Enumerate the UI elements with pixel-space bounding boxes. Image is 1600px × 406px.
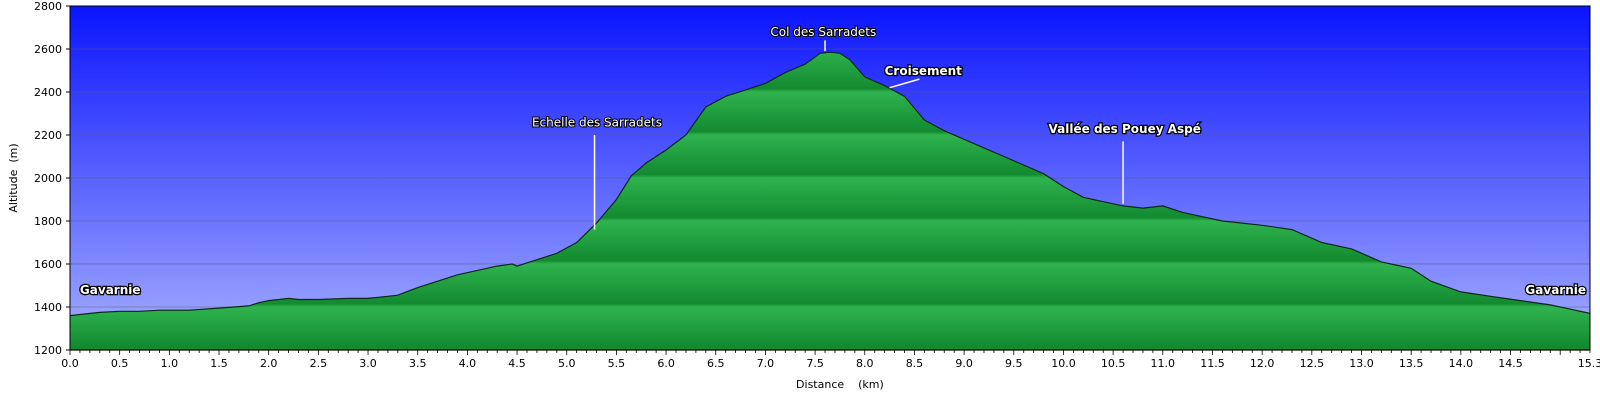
x-tick-label: 0.5 (111, 357, 129, 370)
y-tick-label: 2800 (34, 0, 62, 13)
y-tick-label: 1400 (34, 301, 62, 314)
x-tick-label: 3.0 (359, 357, 377, 370)
x-tick-label: 7.5 (806, 357, 824, 370)
x-tick-label: 14.0 (1449, 357, 1474, 370)
annotation-label: Gavarnie (80, 283, 141, 297)
x-tick-label: 13.0 (1349, 357, 1374, 370)
annotation-label: Gavarnie (1525, 283, 1586, 297)
x-tick-label: 12.5 (1300, 357, 1325, 370)
y-tick-label: 2600 (34, 43, 62, 56)
x-tick-label: 12.0 (1250, 357, 1275, 370)
x-tick-label: 11.5 (1200, 357, 1225, 370)
annotation-label: Croisement (885, 64, 963, 78)
x-tick-label: 0.0 (61, 357, 79, 370)
elevation-area (70, 52, 1590, 350)
y-tick-label: 2000 (34, 172, 62, 185)
x-tick-label: 8.0 (856, 357, 874, 370)
x-tick-label: 8.5 (906, 357, 924, 370)
y-tick-label: 1800 (34, 215, 62, 228)
y-tick-label: 2200 (34, 129, 62, 142)
x-tick-label: 5.5 (608, 357, 626, 370)
y-axis-title: Altitude (m) (7, 143, 20, 212)
x-tick-label: 1.0 (161, 357, 179, 370)
x-tick-label: 13.5 (1399, 357, 1424, 370)
elevation-line (70, 51, 1590, 317)
x-axis-title: Distance (km) (796, 378, 884, 391)
annotations: Gavarnie Echelle des Sarradets Col des Sar… (79, 24, 1588, 298)
x-tick-label: 7.0 (757, 357, 775, 370)
x-tick-label: 1.5 (210, 357, 228, 370)
x-tick-label: 3.5 (409, 357, 427, 370)
x-tick-label: 2.5 (310, 357, 328, 370)
y-tick-label: 2400 (34, 86, 62, 99)
x-tick-label: 10.5 (1101, 357, 1126, 370)
x-tick-label: 6.5 (707, 357, 725, 370)
x-tick-label: 9.0 (955, 357, 973, 370)
x-axis: 0.0 0.5 1.0 1.5 2.0 2.5 3.0 3.5 4.0 4.5 5.0 5.5 6.0 6… (61, 349, 1600, 370)
x-tick-label: 14.5 (1498, 357, 1523, 370)
x-tick-label: 2.0 (260, 357, 278, 370)
y-tick-label: 1600 (34, 258, 62, 271)
x-tick-label: 5.0 (558, 357, 576, 370)
annotation-label: Echelle des Sarradets (532, 115, 662, 129)
annotation-label: Col des Sarradets (770, 25, 876, 39)
y-axis: 1200 1400 1600 1800 2000 2200 2400 2600 2800 (34, 0, 71, 357)
annotation-leader (889, 78, 920, 89)
x-tick-label: 4.0 (459, 357, 477, 370)
x-tick-label: 4.5 (508, 357, 526, 370)
x-tick-label: 6.0 (657, 357, 675, 370)
x-tick-label: 9.5 (1005, 357, 1023, 370)
x-tick-label: 10.0 (1051, 357, 1076, 370)
annotation-label: Vallée des Pouey Aspé (1049, 122, 1201, 136)
x-tick-label: 11.0 (1151, 357, 1176, 370)
x-tick-label: 15.3 (1578, 357, 1600, 370)
y-tick-label: 1200 (34, 344, 62, 357)
